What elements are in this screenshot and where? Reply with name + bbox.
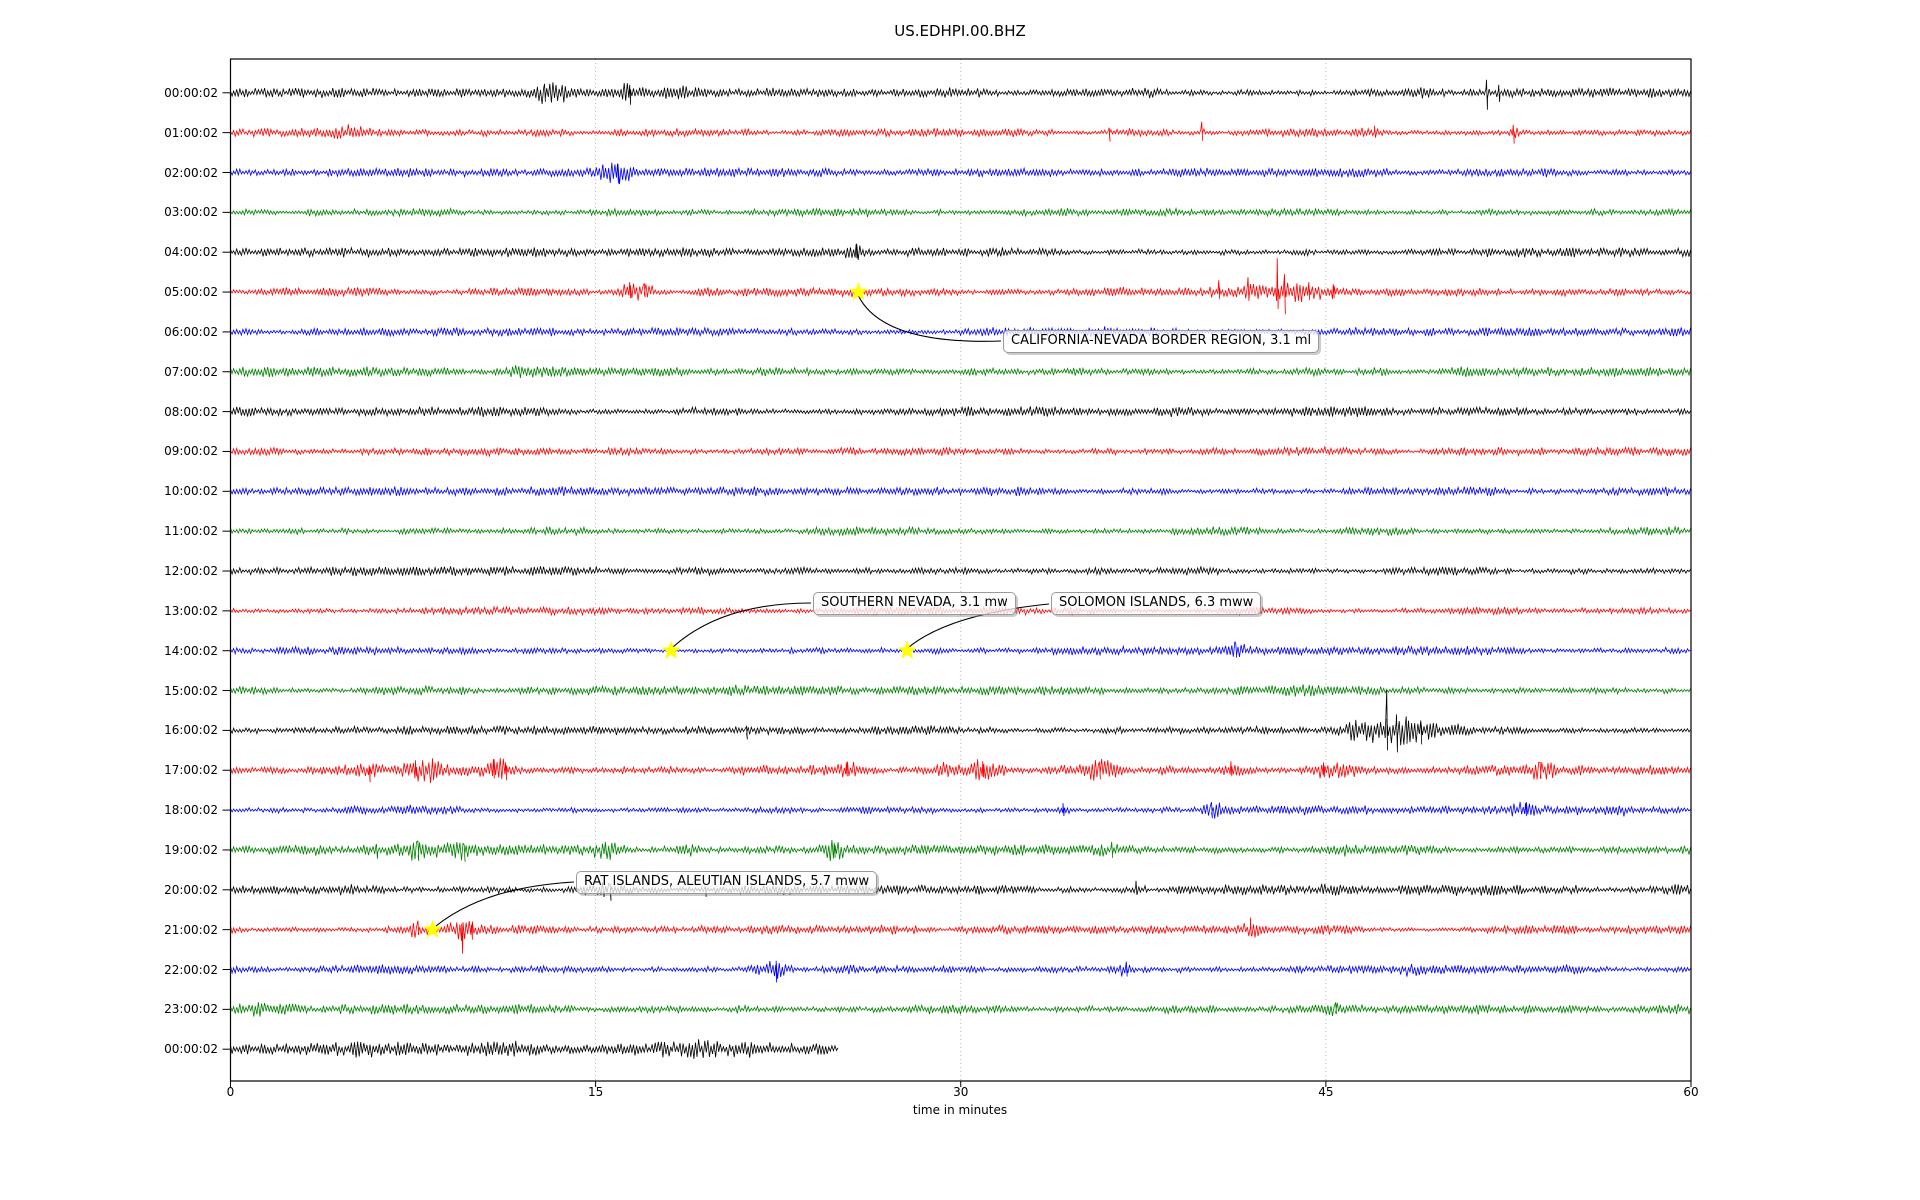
y-tick-label: 05:00:02 (164, 285, 218, 300)
trace-line-000002 (230, 79, 1691, 110)
trace-line-020002 (230, 162, 1691, 185)
trace-line-210002 (230, 917, 1691, 954)
event-annotation-solomon-islands: SOLOMON ISLANDS, 6.3 mww (1051, 592, 1262, 615)
trace-line-090002 (230, 445, 1691, 458)
trace-line-170002 (230, 757, 1691, 784)
event-annotation-california-nevada: CALIFORNIA-NEVADA BORDER REGION, 3.1 ml (1003, 330, 1320, 353)
y-tick-label: 18:00:02 (164, 803, 218, 818)
event-leader-line (857, 294, 1002, 342)
x-tick-label: 30 (953, 1085, 969, 1099)
y-tick-label: 06:00:02 (164, 324, 218, 339)
trace-line-080002 (230, 405, 1691, 418)
y-tick-label: 03:00:02 (164, 205, 218, 220)
trace-line-140002 (230, 641, 1691, 658)
trace-line-200002 (230, 880, 1691, 901)
event-star-icon (897, 640, 917, 659)
y-tick-label: 19:00:02 (164, 842, 218, 857)
event-leader-line (908, 603, 1050, 648)
trace-line-000002 (230, 1039, 839, 1059)
y-tick-label: 11:00:02 (164, 524, 218, 539)
y-tick-label: 12:00:02 (164, 564, 218, 578)
trace-line-050002 (230, 258, 1691, 315)
event-leader-line (672, 602, 812, 648)
x-tick-label: 15 (587, 1085, 604, 1099)
x-tick-label: 45 (1318, 1085, 1334, 1099)
trace-line-040002 (230, 243, 1691, 261)
x-axis-label: time in minutes (912, 1103, 1008, 1117)
y-tick-label: 21:00:02 (164, 922, 218, 937)
y-tick-label: 07:00:02 (164, 364, 218, 379)
event-annotation-southern-nevada: SOUTHERN NEVADA, 3.1 mw (813, 592, 1016, 615)
trace-line-230002 (230, 1002, 1691, 1017)
trace-line-180002 (230, 801, 1691, 819)
trace-line-010002 (230, 121, 1691, 144)
y-tick-label: 16:00:02 (164, 723, 218, 738)
y-tick-label: 08:00:02 (164, 404, 218, 419)
event-star-icon (661, 640, 681, 659)
trace-line-160002 (230, 690, 1691, 753)
y-tick-label: 00:00:02 (164, 85, 218, 100)
y-tick-label: 17:00:02 (164, 763, 218, 778)
y-tick-label: 01:00:02 (164, 125, 218, 140)
x-tick-label: 0 (226, 1085, 235, 1099)
trace-line-110002 (230, 525, 1691, 538)
y-tick-label: 00:00:02 (164, 1042, 218, 1057)
trace-line-030002 (230, 206, 1691, 218)
x-tick-label: 60 (1683, 1085, 1699, 1099)
trace-line-100002 (230, 485, 1691, 498)
trace-line-190002 (230, 839, 1691, 862)
y-tick-label: 02:00:02 (164, 165, 218, 180)
y-tick-label: 04:00:02 (164, 245, 218, 260)
y-tick-label: 23:00:02 (164, 1002, 218, 1017)
trace-line-060002 (230, 326, 1691, 338)
plot-title: US.EDHPI.00.BHZ (894, 22, 1026, 40)
y-tick-label: 14:00:02 (164, 643, 218, 658)
event-star-icon (849, 282, 868, 301)
y-tick-label: 10:00:02 (164, 484, 218, 499)
y-tick-label: 13:00:02 (164, 603, 218, 618)
y-tick-label: 20:00:02 (164, 882, 218, 897)
y-tick-label: 09:00:02 (164, 444, 218, 459)
event-leader-line (435, 881, 575, 927)
trace-line-220002 (230, 960, 1691, 983)
trace-line-120002 (230, 565, 1691, 577)
trace-line-070002 (230, 365, 1691, 379)
event-annotation-rat-islands: RAT ISLANDS, ALEUTIAN ISLANDS, 5.7 mww (576, 871, 878, 894)
y-tick-label: 15:00:02 (164, 683, 218, 698)
event-star-icon (423, 919, 442, 938)
y-tick-label: 22:00:02 (164, 962, 218, 977)
trace-line-150002 (230, 684, 1691, 697)
